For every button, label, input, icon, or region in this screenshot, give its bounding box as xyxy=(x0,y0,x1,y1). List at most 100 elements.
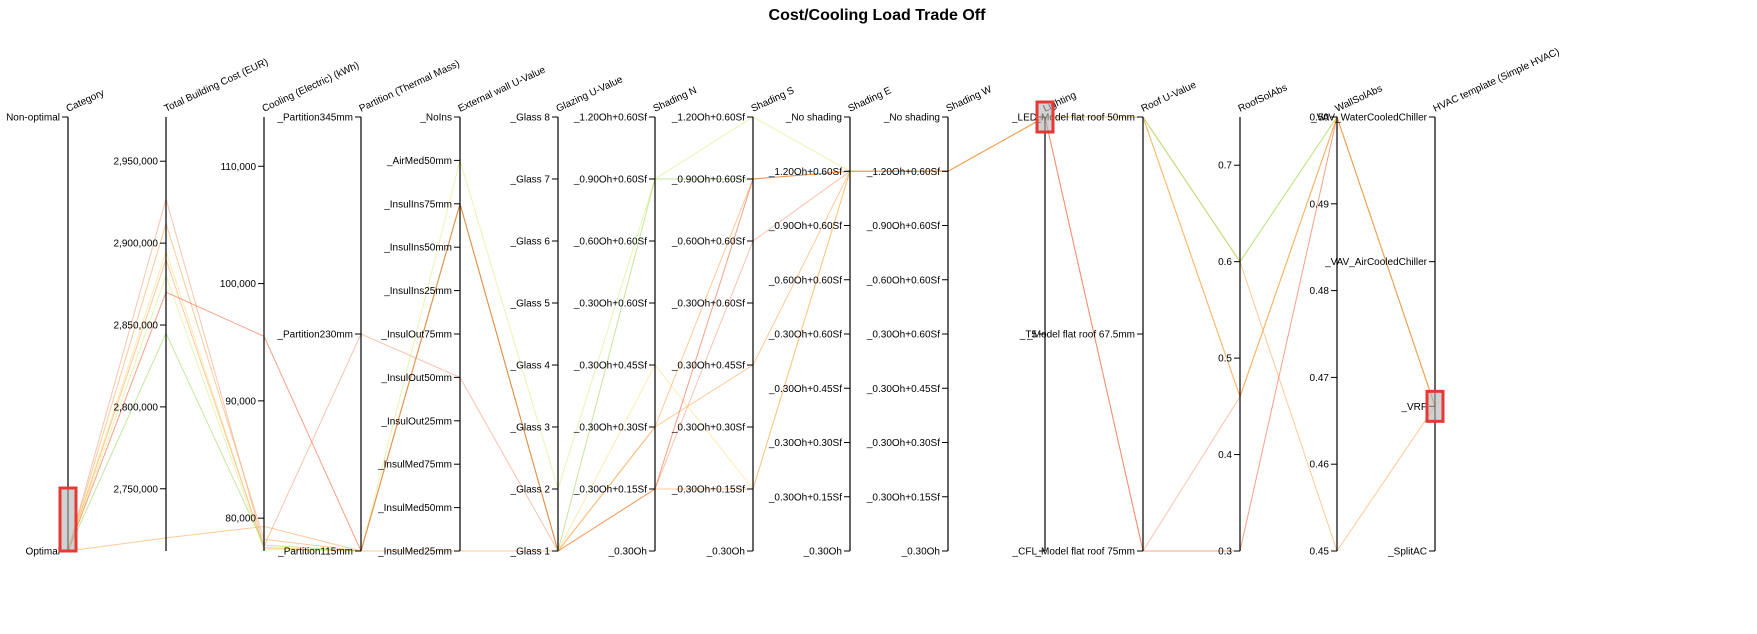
axis-title-shade_s: Shading S xyxy=(750,85,797,115)
tick-label-wall_u: _InsulIns25mm xyxy=(383,286,452,297)
axis-title-shade_w: Shading W xyxy=(945,84,994,115)
tick-label-shade_w: _0.30Oh+0.45Sf xyxy=(866,384,940,395)
tick-label-shade_s: _0.90Oh+0.60Sf xyxy=(671,175,745,186)
axis-title-roof_u: Roof U-Value xyxy=(1140,80,1199,115)
axis-title-partition: Partition (Thermal Mass) xyxy=(358,58,462,114)
tick-label-shade_e: _0.90Oh+0.60Sf xyxy=(768,221,842,232)
tick-label-wall_u: _InsulOut25mm xyxy=(380,416,452,427)
tick-label-shade_e: _1.20Oh+0.60Sf xyxy=(768,167,842,178)
tick-label-cost: 2,950,000 xyxy=(114,157,159,168)
tick-label-glazing: _Glass 1 xyxy=(510,547,551,558)
tick-label-wall_u: _InsulIns75mm xyxy=(383,199,452,210)
axis-wall_abs[interactable]: WallSolAbs 0.45 0.46 0.47 0.48 0.49 0.50 xyxy=(1310,83,1385,557)
tick-label-shade_w: _0.30Oh+0.60Sf xyxy=(866,330,940,341)
axis-title-category: Category xyxy=(65,88,106,115)
axis-shade_s[interactable]: Shading S _1.20Oh+0.60Sf _0.90Oh+0.60Sf _0.… xyxy=(671,85,797,557)
tick-label-cost: 2,850,000 xyxy=(114,320,159,331)
tick-label-shade_e: _0.30Oh+0.45Sf xyxy=(768,384,842,395)
tick-label-cooling: 110,000 xyxy=(221,162,257,173)
tick-label-lighting: _CFL xyxy=(1012,547,1038,558)
tick-label-wall_u: _AirMed50mm xyxy=(386,156,452,167)
tick-label-roof_u: _Model flat roof 67.5mm xyxy=(1026,330,1135,341)
tick-label-wall_u: _InsulMed25mm xyxy=(377,547,452,558)
brush-hvac[interactable] xyxy=(1425,389,1445,423)
brushes-layer xyxy=(58,100,1445,553)
tick-label-category: Optimal xyxy=(26,547,60,558)
tick-label-roof_abs: 0.7 xyxy=(1218,161,1232,172)
tick-label-shade_e: _0.60Oh+0.60Sf xyxy=(768,275,842,286)
tick-label-shade_w: _0.60Oh+0.60Sf xyxy=(866,275,940,286)
axis-title-hvac: HVAC template (Simple HVAC) xyxy=(1432,46,1562,114)
tick-label-shade_s: _0.30Oh+0.30Sf xyxy=(671,423,745,434)
axis-title-wall_u: External wall U-Value xyxy=(457,64,548,114)
tick-label-shade_w: _0.90Oh+0.60Sf xyxy=(866,221,940,232)
axis-title-glazing: Glazing U-Value xyxy=(555,74,625,115)
tick-label-shade_s: _0.30Oh+0.60Sf xyxy=(671,299,745,310)
tick-label-wall_u: _InsulIns50mm xyxy=(383,243,452,254)
chart-title: Cost/Cooling Load Trade Off xyxy=(769,7,987,24)
tick-label-hvac: _SplitAC xyxy=(1387,547,1427,558)
axis-partition[interactable]: Partition (Thermal Mass) _Partition345mm _… xyxy=(276,58,461,557)
tick-label-shade_n: _1.20Oh+0.60Sf xyxy=(573,113,647,124)
axis-title-cooling: Cooling (Electric) (kWh) xyxy=(261,60,361,115)
tick-label-wall_u: _NoIns xyxy=(419,113,452,124)
polylines-layer xyxy=(67,115,1436,553)
tick-label-shade_s: _0.30Oh+0.15Sf xyxy=(671,485,745,496)
brush-category[interactable] xyxy=(58,486,78,553)
tick-label-shade_s: _1.20Oh+0.60Sf xyxy=(671,113,745,124)
tick-label-shade_n: _0.30Oh xyxy=(608,547,647,558)
tick-label-wall_abs: 0.49 xyxy=(1310,199,1330,210)
tick-label-shade_w: _No shading xyxy=(883,113,940,124)
axis-title-roof_abs: RoofSolAbs xyxy=(1237,82,1290,114)
tick-label-shade_n: _0.30Oh+0.60Sf xyxy=(573,299,647,310)
tick-label-shade_s: _0.30Oh+0.45Sf xyxy=(671,361,745,372)
axis-hvac[interactable]: HVAC template (Simple HVAC) _VAV_WaterCoo… xyxy=(1310,46,1561,557)
tick-label-roof_abs: 0.3 xyxy=(1218,547,1232,558)
tick-label-shade_e: _0.30Oh+0.15Sf xyxy=(768,492,842,503)
tick-label-roof_u: _Model flat roof 75mm xyxy=(1035,547,1136,558)
tick-label-shade_e: _0.30Oh+0.60Sf xyxy=(768,330,842,341)
tick-label-cost: 2,800,000 xyxy=(114,402,159,413)
axis-shade_e[interactable]: Shading E _No shading _1.20Oh+0.60Sf _0.90O… xyxy=(768,85,894,557)
tick-label-shade_w: _1.20Oh+0.60Sf xyxy=(866,167,940,178)
tick-label-wall_u: _InsulOut50mm xyxy=(380,373,452,384)
tick-label-cost: 2,900,000 xyxy=(114,239,159,250)
tick-label-glazing: _Glass 4 xyxy=(510,361,551,372)
tick-label-roof_u: _Model flat roof 50mm xyxy=(1035,113,1136,124)
tick-label-wall_u: _InsulOut75mm xyxy=(380,330,452,341)
brush-lighting[interactable] xyxy=(1035,100,1055,134)
axis-title-wall_abs: WallSolAbs xyxy=(1334,83,1385,114)
tick-label-glazing: _Glass 3 xyxy=(510,423,551,434)
tick-label-partition: _Partition345mm xyxy=(276,113,353,124)
tick-label-wall_abs: 0.45 xyxy=(1310,547,1330,558)
axis-title-cost: Total Building Cost (EUR) xyxy=(163,57,270,115)
tick-label-partition: _Partition230mm xyxy=(276,330,353,341)
tick-label-glazing: _Glass 8 xyxy=(510,113,551,124)
tick-label-shade_n: _0.30Oh+0.30Sf xyxy=(573,423,647,434)
tick-label-glazing: _Glass 7 xyxy=(510,175,551,186)
tick-label-category: Non-optimal xyxy=(6,113,60,124)
axis-shade_w[interactable]: Shading W _No shading _1.20Oh+0.60Sf _0.90O… xyxy=(866,84,994,558)
tick-label-cooling: 100,000 xyxy=(220,279,257,290)
tick-label-wall_abs: 0.48 xyxy=(1310,286,1330,297)
tick-label-partition: _Partition115mm xyxy=(277,547,353,558)
axis-title-shade_n: Shading N xyxy=(652,85,699,115)
tick-label-wall_u: _InsulMed50mm xyxy=(377,503,452,514)
axis-title-shade_e: Shading E xyxy=(847,85,894,115)
tick-label-shade_e: _0.30Oh+0.30Sf xyxy=(768,438,842,449)
tick-label-hvac: _VRF xyxy=(1400,402,1427,413)
tick-label-roof_abs: 0.5 xyxy=(1218,354,1232,365)
axis-roof_abs[interactable]: RoofSolAbs 0.3 0.4 0.5 0.6 0.7 xyxy=(1218,82,1289,557)
axis-roof_u[interactable]: Roof U-Value _Model flat roof 50mm _Model … xyxy=(1026,80,1198,558)
tick-label-shade_s: _0.30Oh xyxy=(706,547,745,558)
tick-label-roof_abs: 0.4 xyxy=(1218,450,1232,461)
tick-label-shade_n: _0.30Oh+0.45Sf xyxy=(573,361,647,372)
tick-label-wall_u: _InsulMed75mm xyxy=(377,460,452,471)
tick-label-glazing: _Glass 2 xyxy=(510,485,551,496)
axis-lighting[interactable]: Lighting_LED_T5_CFL xyxy=(1011,90,1078,558)
tick-label-glazing: _Glass 5 xyxy=(510,299,551,310)
tick-label-shade_w: _0.30Oh xyxy=(901,547,940,558)
tick-label-wall_abs: 0.47 xyxy=(1310,373,1330,384)
